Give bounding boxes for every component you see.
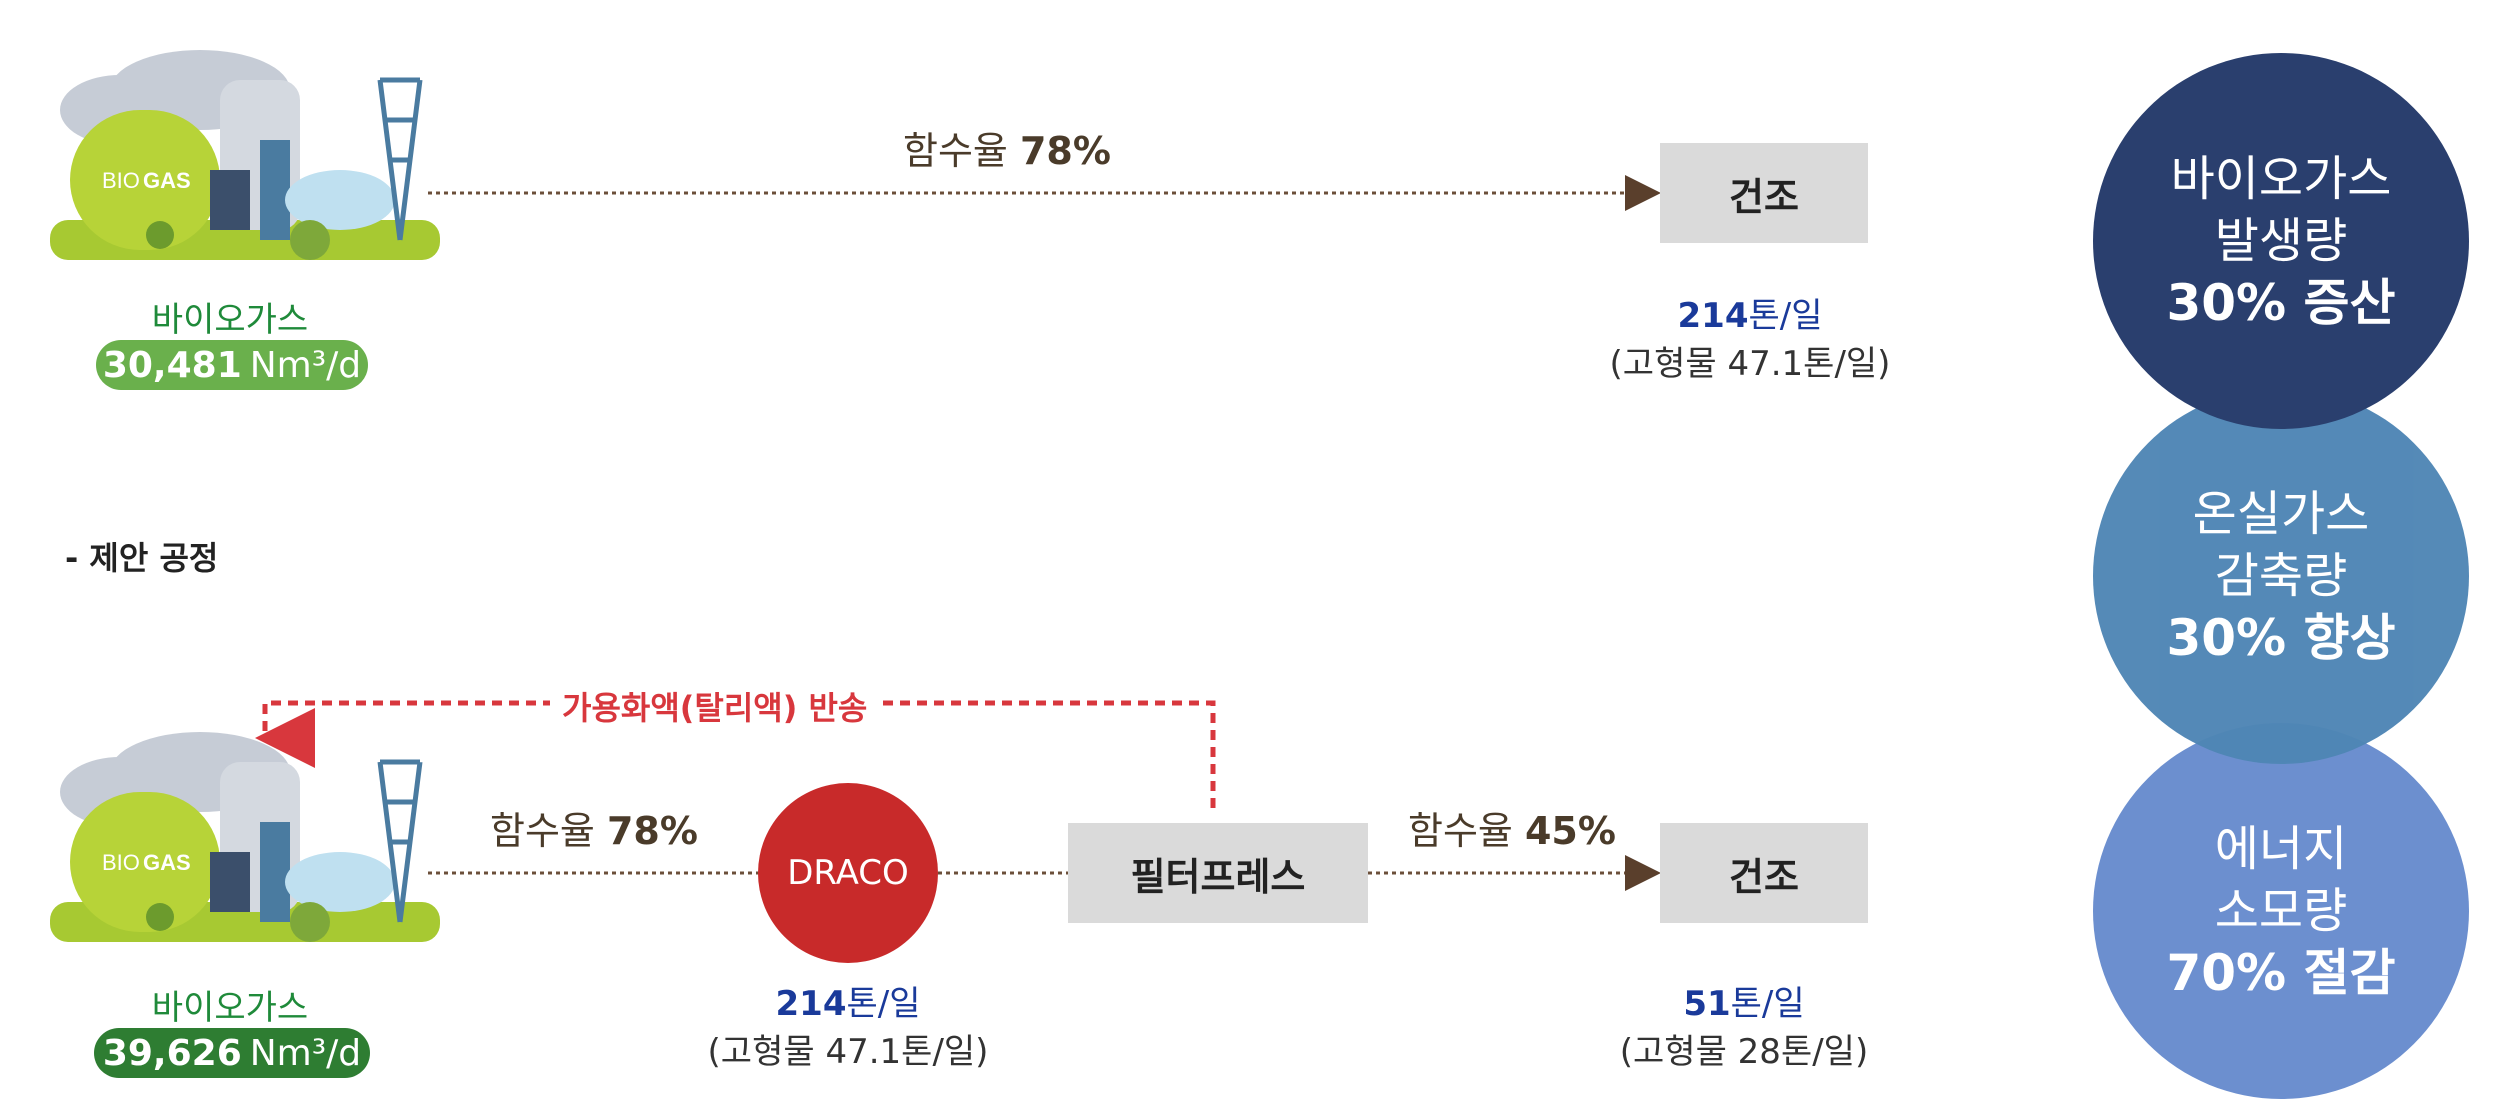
biogas-amount-unit-top: Nm³/d [249, 344, 362, 386]
draco-output-amount: 214톤/일 (고형물 47.1톤/일) [678, 980, 1018, 1076]
benefit-ghg-line1: 온실가스 [2192, 486, 2370, 542]
moisture-label-2-bottom: 함수율 [1408, 809, 1513, 853]
benefit-biogas-line3: 30% 증산 [2166, 274, 2396, 332]
dry-box-top: 건조 [1660, 143, 1868, 243]
biogas-amount-unit-bottom: Nm³/d [249, 1032, 362, 1074]
moisture-label-top: 함수율 [903, 129, 1008, 173]
draco-logo: DRACO [758, 783, 938, 963]
final-output-unit: 톤/일 [1730, 984, 1805, 1024]
benefit-circle-ghg: 온실가스 감축량 30% 향상 [2093, 388, 2469, 764]
moisture-label-1-bottom: 함수율 [490, 809, 595, 853]
benefit-circle-biogas: 바이오가스 발생량 30% 증산 [2093, 53, 2469, 429]
plant-gas-text: GAS [143, 850, 191, 875]
moisture-rate-top: 함수율 78% [903, 120, 1111, 175]
output-unit-top: 톤/일 [1748, 296, 1823, 336]
draco-output-solids: (고형물 47.1톤/일) [707, 1032, 989, 1072]
filter-press-box: 필터프레스 [1068, 823, 1368, 923]
benefit-biogas-line1: 바이오가스 [2170, 151, 2392, 207]
moisture-value-1-bottom: 78% [606, 809, 698, 853]
output-solids-top: (고형물 47.1톤/일) [1609, 344, 1891, 384]
draco-output-number: 214 [775, 984, 847, 1024]
proposed-section-title: - 제안 공정 [65, 539, 219, 577]
benefit-ghg-line3: 30% 향상 [2166, 609, 2396, 667]
final-output-number: 51 [1683, 984, 1731, 1024]
final-output-solids: (고형물 28톤/일) [1619, 1032, 1869, 1072]
benefit-circle-energy: 에너지 소모량 70% 절감 [2093, 723, 2469, 1099]
moisture-rate-1-bottom: 함수율 78% [490, 800, 698, 855]
moisture-value-2-bottom: 45% [1524, 809, 1616, 853]
final-output-amount: 51톤/일 (고형물 28톤/일) [1594, 980, 1894, 1076]
biogas-amount-pill-top: 30,481 Nm³/d [96, 340, 368, 390]
moisture-rate-2-bottom: 함수율 45% [1408, 800, 1616, 855]
output-number-top: 214 [1677, 296, 1749, 336]
plant-bio-text: BIO [102, 168, 140, 193]
benefit-energy-line3: 70% 절감 [2166, 944, 2396, 1002]
biogas-label-top: 바이오가스 [151, 300, 309, 340]
draco-output-unit: 톤/일 [846, 984, 921, 1024]
biogas-plant-illustration-bottom: BIO GAS [50, 722, 440, 962]
output-amount-top: 214톤/일 (고형물 47.1톤/일) [1580, 292, 1920, 388]
biogas-label-bottom: 바이오가스 [151, 988, 309, 1028]
recycle-label: 가용화액(탈리액) 반송 [550, 683, 880, 729]
biogas-amount-pill-bottom: 39,626 Nm³/d [94, 1028, 370, 1078]
plant-gas-text: GAS [143, 168, 191, 193]
benefit-energy-line1: 에너지 [2214, 821, 2348, 877]
biogas-amount-number-bottom: 39,626 [102, 1032, 242, 1074]
benefit-ghg-line2: 감축량 [2214, 548, 2348, 604]
biogas-amount-number-top: 30,481 [102, 344, 242, 386]
dry-box-bottom: 건조 [1660, 823, 1868, 923]
draco-label: DRACO [787, 853, 909, 893]
benefit-biogas-line2: 발생량 [2214, 213, 2348, 269]
plant-bio-text: BIO [102, 850, 140, 875]
benefit-energy-line2: 소모량 [2214, 883, 2348, 939]
biogas-plant-illustration-top: BIO GAS [50, 40, 440, 280]
moisture-value-top: 78% [1019, 129, 1111, 173]
